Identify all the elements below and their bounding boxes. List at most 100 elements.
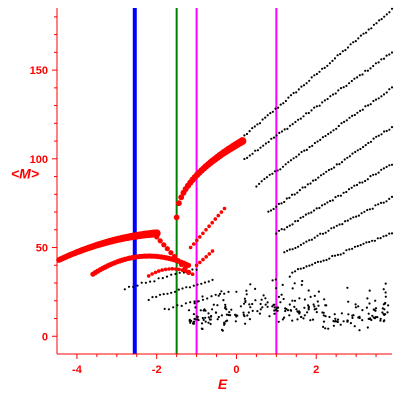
black-point <box>352 314 355 317</box>
black-point <box>307 212 310 215</box>
black-point <box>382 288 385 291</box>
black-point <box>247 311 250 314</box>
black-point <box>347 188 351 191</box>
black-point <box>197 319 200 322</box>
black-point <box>321 311 324 314</box>
black-point <box>359 244 362 247</box>
black-point <box>324 315 327 318</box>
black-point <box>193 320 196 323</box>
black-point <box>224 320 227 323</box>
black-point <box>288 196 291 199</box>
black-point <box>292 157 295 160</box>
black-point <box>207 321 210 324</box>
red-point <box>170 267 175 271</box>
black-point <box>358 181 361 184</box>
black-point <box>204 320 207 323</box>
black-point <box>189 301 192 304</box>
black-point <box>266 305 269 308</box>
black-point <box>194 306 197 309</box>
red-point <box>201 257 205 262</box>
black-point <box>223 292 226 295</box>
black-point <box>382 93 386 96</box>
black-point <box>390 7 394 10</box>
black-point <box>227 290 230 293</box>
black-point <box>321 136 324 139</box>
black-point <box>248 318 251 321</box>
black-point <box>356 76 359 79</box>
black-point <box>380 58 383 61</box>
black-point <box>336 318 340 321</box>
black-point <box>342 191 345 194</box>
black-point <box>279 301 282 304</box>
black-point <box>302 215 305 218</box>
black-point <box>333 166 336 169</box>
red-point <box>210 220 214 225</box>
black-point <box>377 171 380 174</box>
black-point <box>367 141 370 145</box>
black-point <box>331 59 334 63</box>
black-point <box>284 309 287 313</box>
black-point <box>211 278 214 281</box>
black-point <box>274 278 277 281</box>
black-point <box>286 127 289 130</box>
black-point <box>192 284 195 287</box>
black-point <box>375 22 378 25</box>
black-point <box>270 137 273 140</box>
black-point <box>334 92 337 95</box>
black-point <box>305 148 308 151</box>
black-point <box>230 308 233 311</box>
black-point <box>355 183 359 187</box>
black-point <box>317 176 320 179</box>
black-point <box>324 231 327 234</box>
black-point <box>384 295 387 298</box>
black-point <box>291 223 294 226</box>
black-point <box>390 195 394 198</box>
black-point <box>289 309 292 312</box>
black-point <box>310 76 313 79</box>
black-point <box>245 293 248 296</box>
red-point <box>177 267 181 272</box>
black-point <box>296 191 299 194</box>
black-point <box>327 229 330 232</box>
black-point <box>277 229 281 232</box>
black-point <box>339 194 342 197</box>
black-point <box>386 311 389 314</box>
black-point <box>300 85 303 88</box>
black-point <box>248 303 251 306</box>
black-point <box>348 82 351 85</box>
black-point <box>268 173 271 176</box>
black-point <box>367 28 370 31</box>
black-point <box>361 73 364 76</box>
black-point <box>248 154 251 157</box>
black-point <box>333 254 337 257</box>
black-point <box>220 314 223 317</box>
black-point <box>340 312 343 315</box>
black-point <box>288 124 292 127</box>
black-point <box>306 183 309 186</box>
black-point <box>268 315 271 318</box>
black-point <box>327 327 330 330</box>
black-point <box>366 297 369 300</box>
black-point <box>272 207 275 211</box>
black-point <box>269 209 273 212</box>
black-point <box>336 253 339 256</box>
black-point <box>271 279 274 282</box>
y-tick-label: 150 <box>30 65 48 77</box>
black-point <box>294 270 297 273</box>
black-point <box>365 241 368 244</box>
black-point <box>363 210 366 213</box>
black-point <box>161 277 164 280</box>
black-point <box>338 163 341 166</box>
black-point <box>370 27 373 30</box>
black-point <box>382 57 386 60</box>
black-point <box>337 194 340 197</box>
black-point <box>388 88 391 91</box>
black-point <box>297 118 300 121</box>
black-point <box>280 202 283 205</box>
black-point <box>279 168 282 171</box>
black-point <box>273 306 276 309</box>
black-point <box>293 282 296 285</box>
red-point <box>150 272 154 276</box>
black-point <box>289 159 293 162</box>
black-point <box>385 234 388 237</box>
